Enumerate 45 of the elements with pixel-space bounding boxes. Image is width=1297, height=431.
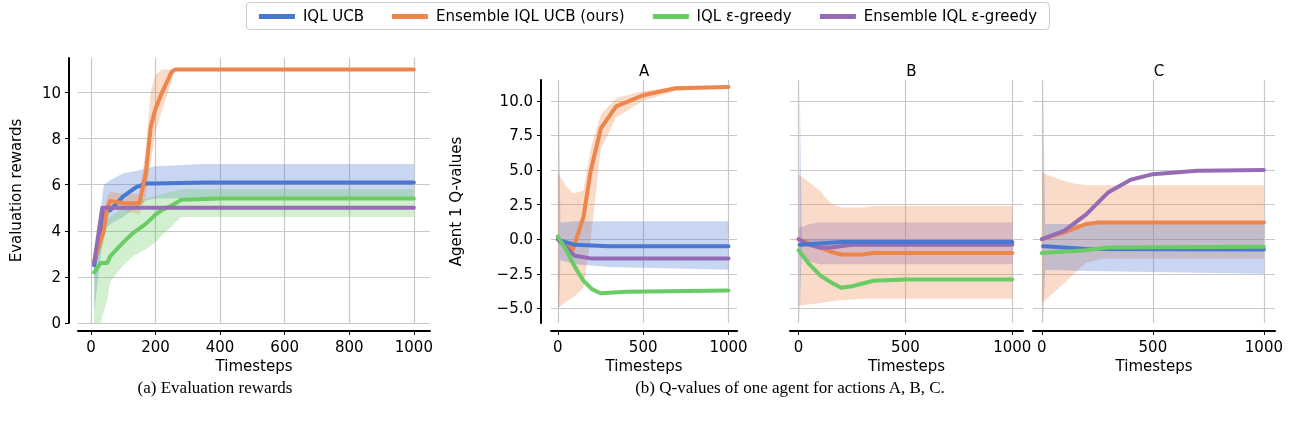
x-tick-label: 1000 — [394, 337, 433, 356]
legend-label: IQL UCB — [302, 7, 365, 25]
line-series — [555, 234, 731, 296]
y-tick-label: −2.5 — [496, 264, 533, 283]
x-tick-label: 800 — [334, 337, 364, 356]
chart-title: B — [906, 61, 917, 80]
line-series — [92, 196, 416, 275]
y-tick-label: 0.0 — [509, 230, 533, 249]
legend-label: Ensemble IQL UCB (ours) — [436, 7, 625, 25]
x-tick-label: 600 — [270, 337, 299, 356]
y-tick-label: 10.0 — [499, 91, 533, 110]
x-tick-label: 400 — [205, 337, 235, 356]
legend-label: IQL ε-greedy — [696, 7, 792, 25]
chart-title: A — [638, 61, 650, 80]
x-tick-label: 0 — [793, 337, 804, 356]
y-tick-label: −5.0 — [496, 299, 533, 318]
y-tick-label: 7.5 — [509, 126, 533, 145]
x-tick-label: 0 — [553, 337, 563, 356]
chart-title: C — [1153, 61, 1165, 80]
text: (a) Evaluation rewards — [137, 378, 293, 398]
x-axis-title: Timesteps — [214, 357, 293, 376]
y-tick-label: 6 — [51, 175, 61, 194]
x-axis-title: Timesteps — [867, 357, 946, 376]
y-axis-title: Agent 1 Q-values — [446, 136, 465, 267]
text: (b) Q-values of one agent for actions A, B, C. — [635, 378, 945, 398]
x-tick-label: 500 — [1138, 337, 1168, 356]
x-axis-title: Timesteps — [604, 357, 683, 376]
x-tick-label: 1000 — [709, 337, 748, 356]
x-axis-title: Timesteps — [1114, 357, 1193, 376]
y-axis-title: Evaluation rewards — [6, 118, 25, 263]
y-tick-label: 2 — [51, 267, 61, 286]
x-tick-label: 200 — [141, 337, 170, 356]
x-tick-label: 0 — [1037, 337, 1047, 356]
y-tick-label: 4 — [51, 221, 61, 240]
x-tick-label: 500 — [628, 337, 658, 356]
y-tick-label: 2.5 — [509, 195, 533, 214]
x-tick-label: 500 — [891, 337, 920, 356]
y-tick-label: 0 — [51, 314, 61, 332]
x-tick-label: 0 — [86, 337, 96, 356]
x-tick-label: 1000 — [993, 337, 1032, 356]
y-tick-label: 8 — [51, 129, 61, 148]
legend-label: Ensemble IQL ε-greedy — [863, 7, 1038, 25]
y-tick-label: 5.0 — [509, 161, 533, 179]
x-tick-label: 1000 — [1244, 337, 1283, 356]
y-tick-label: 10 — [41, 83, 61, 102]
